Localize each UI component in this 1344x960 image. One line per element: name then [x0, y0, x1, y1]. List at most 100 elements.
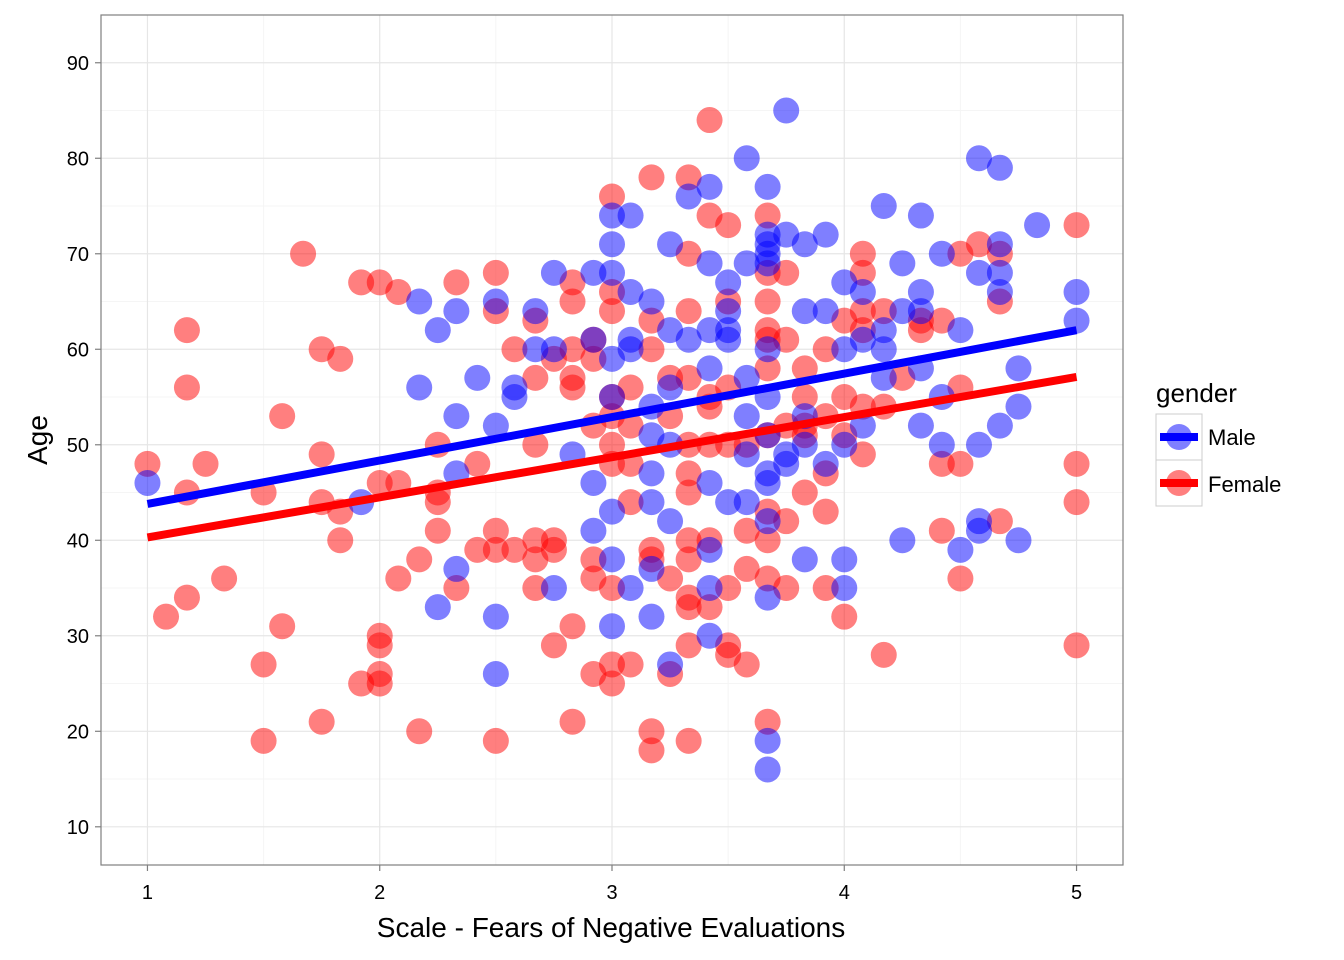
y-axis-ticks: 10 20 30 40 50 60 70 80 90 — [67, 53, 101, 839]
legend-item-male: Male — [1155, 413, 1256, 461]
data-point-male — [696, 250, 723, 277]
data-point-female — [638, 336, 665, 363]
data-point-male — [715, 326, 742, 353]
data-point-female — [580, 345, 607, 372]
y-tick-label: 90 — [67, 53, 89, 75]
y-tick-label: 30 — [67, 626, 89, 648]
data-point-male — [849, 412, 876, 439]
data-point-male — [696, 355, 723, 382]
data-point-female — [211, 565, 238, 592]
data-point-female — [522, 575, 549, 602]
data-point-female — [406, 546, 433, 573]
data-point-male — [754, 173, 781, 200]
data-point-male — [965, 145, 992, 172]
data-point-male — [464, 364, 491, 391]
data-point-female — [599, 575, 625, 602]
data-point-male — [638, 288, 665, 315]
data-point-female — [269, 403, 296, 430]
data-point-male — [907, 412, 934, 439]
data-point-male — [482, 412, 509, 439]
data-point-male — [638, 460, 665, 487]
data-point-male — [617, 575, 644, 602]
data-point-male — [580, 259, 607, 286]
data-point-male — [522, 298, 549, 325]
y-tick-label: 70 — [67, 244, 89, 266]
data-point-female — [599, 431, 625, 458]
data-point-male — [540, 336, 567, 363]
data-point-female — [791, 479, 818, 506]
data-point-male — [849, 278, 876, 305]
data-point-female — [696, 107, 723, 134]
data-point-male — [675, 183, 702, 210]
data-point-male — [1024, 212, 1051, 239]
data-point-male — [599, 384, 625, 411]
data-point-male — [715, 489, 742, 516]
legend: gender Male Female — [1155, 378, 1281, 507]
data-point-female — [559, 613, 586, 640]
data-point-female — [250, 651, 277, 678]
data-point-male — [812, 450, 839, 477]
data-point-male — [715, 269, 742, 296]
data-point-female — [308, 708, 335, 735]
data-point-female — [559, 336, 586, 363]
data-point-female — [599, 298, 625, 325]
data-point-male — [986, 259, 1013, 286]
data-point-female — [173, 317, 200, 344]
data-point-female — [773, 508, 800, 535]
data-point-male — [482, 603, 509, 630]
data-point-male — [754, 469, 781, 496]
x-axis-ticks: 1 2 3 4 5 — [142, 865, 1082, 904]
data-point-male — [986, 154, 1013, 181]
regression-lines — [146, 326, 1078, 542]
data-point-female — [715, 575, 742, 602]
data-point-male — [443, 555, 470, 582]
data-point-female — [482, 536, 509, 563]
data-point-female — [580, 546, 607, 573]
data-point-male — [928, 431, 955, 458]
data-point-male — [696, 469, 723, 496]
data-point-female — [696, 594, 723, 621]
data-point-male — [443, 403, 470, 430]
data-point-female — [406, 718, 433, 745]
data-point-female — [599, 670, 625, 697]
data-point-male — [733, 403, 760, 430]
data-point-male — [986, 278, 1013, 305]
data-point-female — [754, 355, 781, 382]
data-point-female — [754, 527, 781, 554]
data-point-male — [965, 431, 992, 458]
data-point-male — [733, 145, 760, 172]
data-point-male — [1005, 393, 1032, 420]
data-point-female — [638, 737, 665, 764]
data-point-female — [1063, 489, 1090, 516]
data-point-male — [675, 326, 702, 353]
data-point-female — [599, 651, 625, 678]
data-point-male — [424, 594, 451, 621]
data-point-female — [366, 469, 393, 496]
data-point-female — [675, 298, 702, 325]
data-point-female — [675, 479, 702, 506]
data-point-male — [599, 498, 625, 525]
y-tick-label: 20 — [67, 721, 89, 743]
data-point-female — [733, 651, 760, 678]
data-point-male — [617, 336, 644, 363]
data-point-male — [406, 288, 433, 315]
data-point-female — [522, 431, 549, 458]
data-point-male — [791, 298, 818, 325]
major-gridlines — [101, 15, 1123, 865]
data-point-female — [134, 450, 161, 477]
data-point-female — [424, 517, 451, 544]
data-point-female — [617, 412, 644, 439]
data-point-male — [870, 193, 897, 220]
x-tick-label: 1 — [142, 882, 153, 904]
data-point-female — [464, 536, 491, 563]
data-point-female — [675, 460, 702, 487]
data-point-female — [812, 575, 839, 602]
data-point-female — [965, 231, 992, 258]
data-point-female — [366, 670, 393, 697]
data-point-female — [348, 269, 375, 296]
data-point-female — [733, 555, 760, 582]
data-point-female — [849, 298, 876, 325]
data-point-female — [192, 450, 219, 477]
data-point-female — [385, 278, 412, 305]
data-point-female — [385, 565, 412, 592]
